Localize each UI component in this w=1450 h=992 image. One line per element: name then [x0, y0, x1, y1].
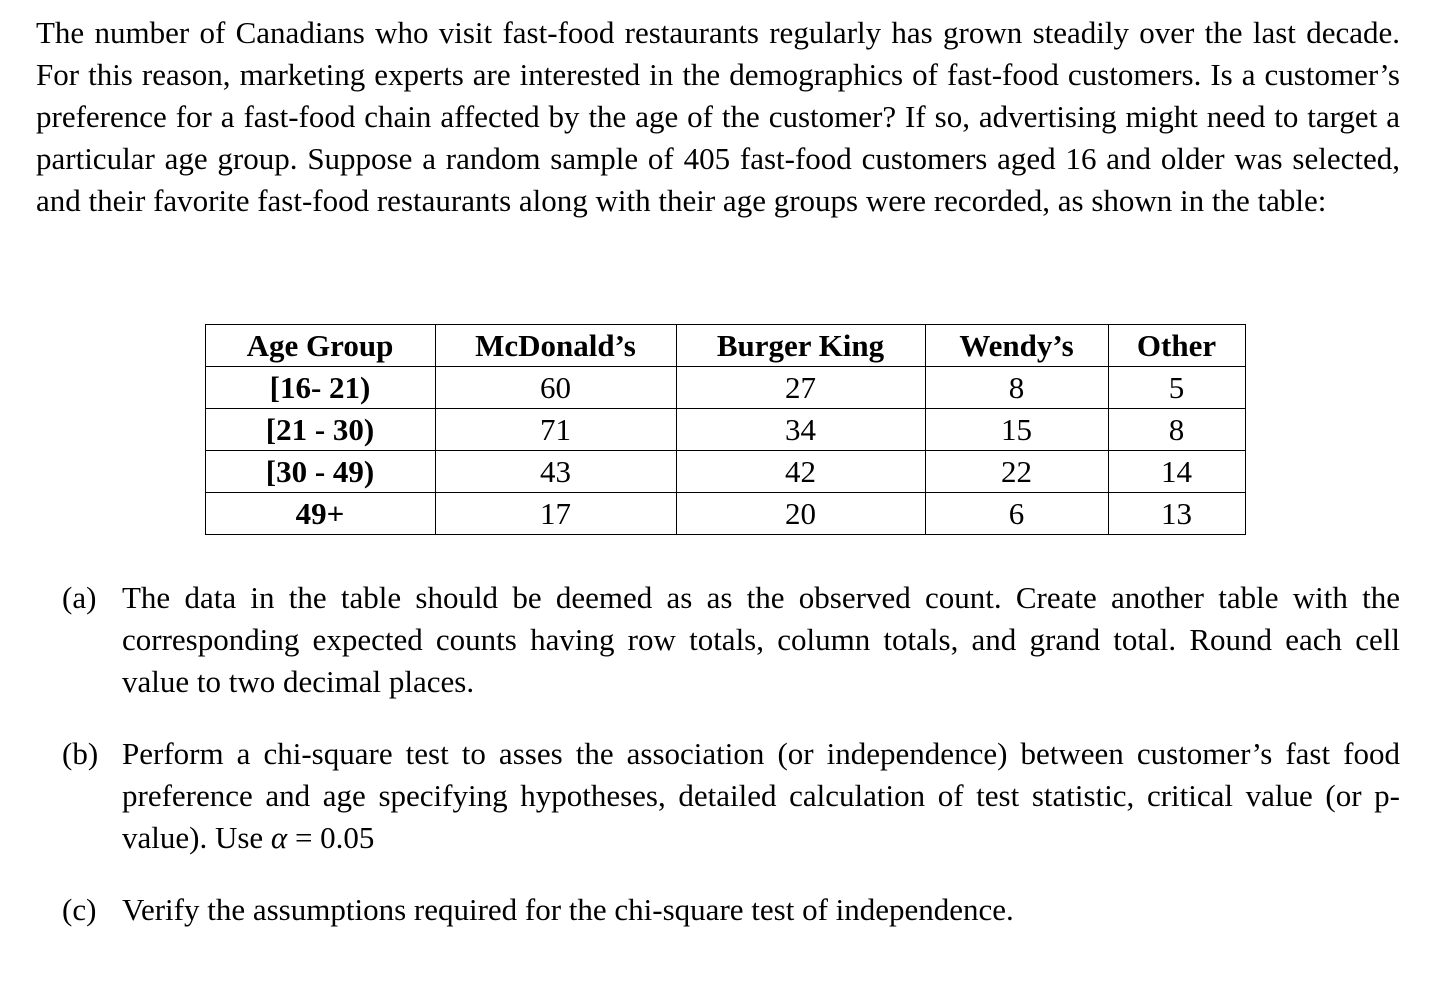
table-row: [30 - 49) 43 42 22 14 [204, 450, 1246, 493]
table-cell: 42 [675, 450, 926, 493]
question-c-text: Verify the assumptions required for the … [122, 892, 1014, 927]
table-cell: 14 [1107, 450, 1246, 493]
alpha-symbol: α [270, 820, 288, 855]
table-cell: 15 [924, 408, 1109, 451]
question-b-label: (b) [62, 736, 99, 771]
table-cell: 6 [924, 492, 1109, 535]
problem-statement-paragraph: The number of Canadians who visit fast-f… [36, 15, 1400, 218]
table-row: 49+ 17 20 6 13 [204, 492, 1246, 535]
table-cell: 5 [1107, 366, 1246, 409]
header-burger-king: Burger King [675, 324, 926, 367]
question-a-label: (a) [62, 580, 97, 615]
frequency-table: Age Group McDonald’s Burger King Wendy’s… [204, 324, 1246, 535]
table-cell: 22 [924, 450, 1109, 493]
question-c-label: (c) [62, 892, 97, 927]
table-row: [21 - 30) 71 34 15 8 [204, 408, 1246, 451]
row-header-cell: [16- 21) [204, 366, 436, 409]
question-b-text: Perform a chi-square test to asses the a… [122, 733, 1400, 859]
table-header-row: Age Group McDonald’s Burger King Wendy’s… [204, 324, 1246, 367]
question-b: (b) Perform a chi-square test to asses t… [62, 733, 1400, 859]
header-age-group: Age Group [204, 324, 436, 367]
table-cell: 34 [675, 408, 926, 451]
table-container: Age Group McDonald’s Burger King Wendy’s… [0, 324, 1450, 535]
table-cell: 43 [434, 450, 677, 493]
table-cell: 8 [1107, 408, 1246, 451]
table-cell: 17 [434, 492, 677, 535]
table-cell: 27 [675, 366, 926, 409]
row-header-cell: [30 - 49) [204, 450, 436, 493]
row-header-cell: [21 - 30) [204, 408, 436, 451]
header-other: Other [1107, 324, 1246, 367]
question-a-text: The data in the table should be deemed a… [122, 580, 1400, 699]
header-mcdonalds: McDonald’s [434, 324, 677, 367]
table-cell: 71 [434, 408, 677, 451]
table-cell: 13 [1107, 492, 1246, 535]
table-cell: 8 [924, 366, 1109, 409]
question-b-text-main: Perform a chi-square test to asses the a… [122, 736, 1400, 855]
question-c: (c) Verify the assumptions required for … [62, 889, 1400, 931]
table-cell: 20 [675, 492, 926, 535]
header-wendys: Wendy’s [924, 324, 1109, 367]
row-header-cell: 49+ [204, 492, 436, 535]
table-cell: 60 [434, 366, 677, 409]
question-a: (a) The data in the table should be deem… [62, 577, 1400, 703]
question-list: (a) The data in the table should be deem… [0, 577, 1450, 931]
table-row: [16- 21) 60 27 8 5 [204, 366, 1246, 409]
alpha-value: = 0.05 [287, 820, 375, 855]
